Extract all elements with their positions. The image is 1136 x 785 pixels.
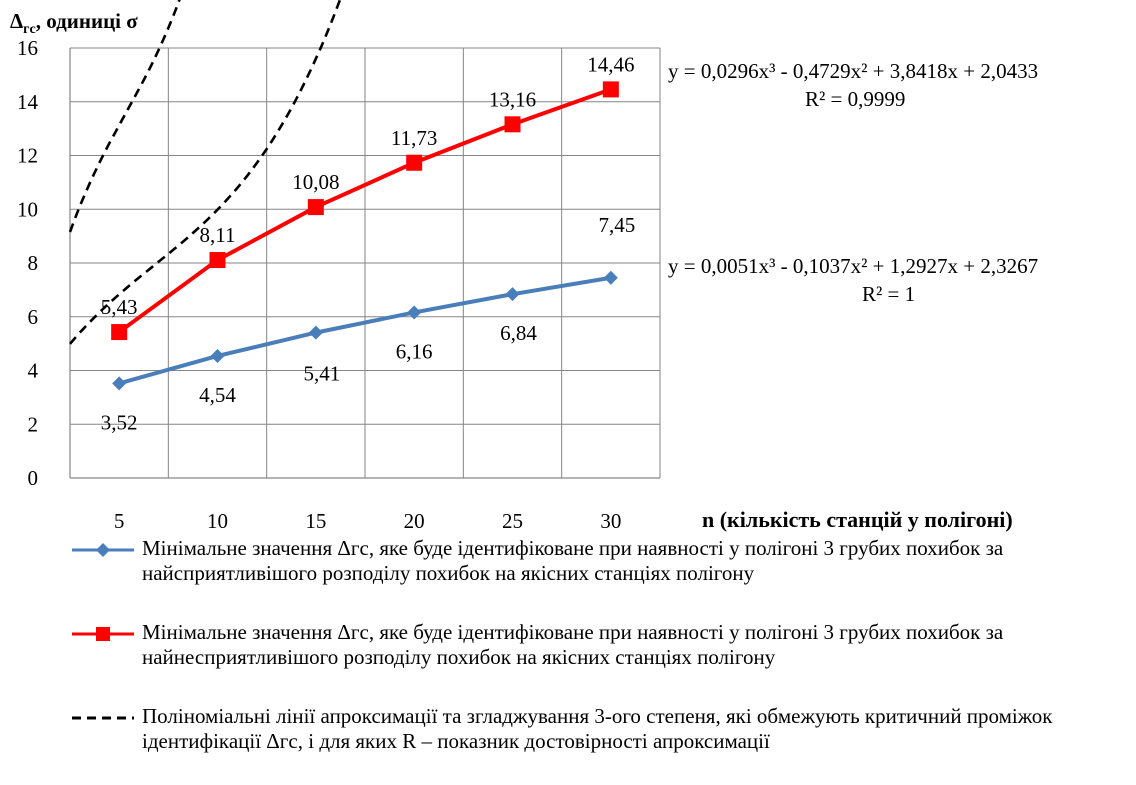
axes (69, 48, 660, 479)
x-axis-title: n (кількість станцій у полігоні) (702, 507, 1013, 532)
y-tick-label: 6 (28, 305, 39, 329)
legend-label-trendlines: Поліноміальні лінії апроксимації та згла… (142, 704, 1053, 753)
y-tick-label: 10 (17, 197, 38, 221)
red-data-label: 11,73 (391, 126, 437, 150)
grid-lines (69, 47, 661, 479)
blue-diamond-marker (308, 325, 323, 340)
red-data-label: 8,11 (200, 223, 236, 247)
red-data-label: 10,08 (292, 170, 339, 194)
red-square-marker (602, 81, 619, 98)
trend-upper-equation: y = 0,0296x³ - 0,4729x² + 3,8418x + 2,04… (668, 59, 1038, 83)
y-axis-title-subscript: гс (23, 22, 36, 37)
blue-diamond-marker (505, 287, 520, 302)
y-tick-label: 16 (17, 36, 38, 60)
blue-data-label: 7,45 (598, 213, 635, 237)
red-square-marker (406, 154, 423, 171)
red-data-label: 14,46 (587, 52, 634, 76)
x-tick-label: 25 (502, 509, 523, 533)
trend-upper-r2: R² = 0,9999 (805, 87, 905, 111)
trend-lines (68, 0, 342, 345)
red-square-marker (111, 324, 128, 341)
y-tick-label: 12 (17, 144, 38, 168)
red-data-label: 13,16 (489, 87, 536, 111)
blue-data-label: 5,41 (303, 362, 340, 386)
drop-lines (117, 89, 613, 384)
trend-lower-equation: y = 0,0051x³ - 0,1037x² + 1,2927x + 2,32… (668, 254, 1038, 278)
series-line-red (117, 87, 612, 334)
legend-swatch-red-square (72, 627, 134, 641)
y-tick-label: 8 (28, 251, 39, 275)
red-square-marker (504, 116, 521, 133)
blue-data-label: 3,52 (101, 410, 138, 434)
legend-swatch-dashed-trend (72, 716, 134, 720)
legend-swatch-blue-diamond (72, 543, 134, 557)
legend-label-red-series: Мінімальне значення Δгс, яке буде іденти… (142, 620, 1004, 669)
y-tick-label: 2 (28, 412, 39, 436)
trend-line-upper (68, 0, 181, 233)
y-axis-title-symbol: Δ (10, 9, 23, 33)
blue-diamond-marker (210, 348, 225, 363)
red-square-marker (307, 199, 324, 216)
blue-diamond-marker (407, 305, 422, 320)
blue-data-label: 6,16 (396, 339, 433, 363)
x-tick-label: 5 (114, 509, 125, 533)
red-data-label: 5,43 (101, 295, 138, 319)
blue-diamond-marker (112, 376, 127, 391)
x-tick-label: 30 (600, 509, 621, 533)
y-tick-label: 14 (17, 90, 39, 114)
y-axis-title-unit: , одиниці σ (36, 9, 139, 33)
legend-label-blue-series: Мінімальне значення Δгс, яке буде іденти… (142, 536, 1004, 585)
trend-lower-r2: R² = 1 (862, 282, 915, 306)
blue-data-label: 4,54 (199, 383, 236, 407)
y-tick-label: 4 (28, 359, 39, 383)
x-tick-labels: 5 10 15 20 25 30 (114, 509, 621, 533)
data-markers (111, 81, 619, 391)
x-tick-label: 20 (404, 509, 425, 533)
x-tick-label: 15 (305, 509, 326, 533)
series-line-blue (118, 275, 612, 386)
blue-data-label: 6,84 (500, 321, 537, 345)
x-tick-label: 10 (207, 509, 228, 533)
data-labels: 5,43 8,11 10,08 11,73 13,16 14,46 3,52 4,54 5,41… (101, 52, 635, 434)
red-square-marker (209, 252, 226, 269)
series-lines (117, 87, 612, 386)
blue-diamond-marker (603, 270, 618, 285)
y-axis-title: Δгс, одиниці σ (10, 9, 138, 37)
y-tick-labels: 0 2 4 6 8 10 12 14 16 (17, 36, 39, 490)
y-tick-label: 0 (28, 466, 39, 490)
